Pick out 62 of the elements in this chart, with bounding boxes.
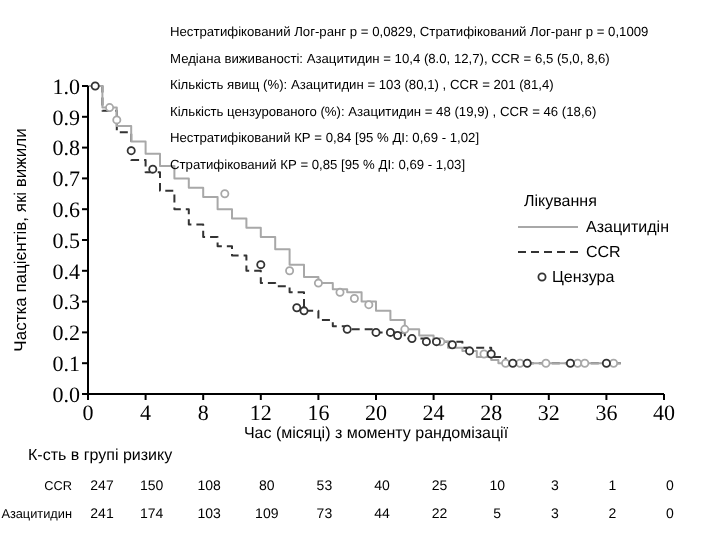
point — [371, 327, 381, 337]
point — [349, 294, 359, 304]
point — [112, 115, 122, 125]
y-tick-label: 0.8 — [52, 137, 81, 162]
point — [256, 260, 266, 270]
point — [126, 146, 136, 156]
point — [407, 334, 417, 344]
x-tick-label: 16 — [307, 402, 331, 426]
legend-title: Лікування — [524, 192, 597, 210]
legend-label: CCR — [586, 243, 622, 261]
point — [335, 287, 345, 297]
point — [465, 346, 475, 356]
point — [447, 340, 457, 350]
y-tick-label: 1.0 — [52, 75, 81, 100]
point — [342, 324, 352, 334]
x-tick-label: 12 — [249, 402, 272, 426]
text: К-сть в групі ризику — [28, 446, 173, 464]
point — [313, 278, 323, 288]
point — [90, 81, 100, 91]
y-tick-label: 0.0 — [52, 383, 81, 408]
y-tick-label: 0.2 — [52, 322, 80, 347]
point — [479, 349, 489, 359]
point — [601, 358, 611, 368]
y-tick-label: 0.6 — [52, 198, 81, 223]
y-tick-label: 0.9 — [52, 106, 81, 131]
point — [220, 189, 230, 199]
point — [486, 349, 496, 359]
point — [393, 330, 403, 340]
point — [148, 164, 158, 174]
point — [522, 358, 532, 368]
point — [580, 358, 590, 368]
y-tick-label: 0.4 — [52, 260, 81, 285]
legend-label: Азацитидін — [586, 218, 669, 236]
x-tick-label: 8 — [197, 402, 210, 426]
y-tick-label: 0.3 — [52, 291, 81, 316]
y-tick-label: 0.1 — [52, 352, 80, 377]
point — [299, 306, 309, 316]
point — [285, 266, 295, 276]
x-tick-label: 32 — [537, 402, 560, 426]
y-tick-label: 0.7 — [52, 168, 81, 193]
x-tick-label: 4 — [140, 402, 153, 426]
y-axis-title: Частка пацієнтів, які вижили — [10, 127, 30, 352]
x-tick-label: 20 — [365, 402, 388, 426]
point — [508, 358, 518, 368]
point — [541, 358, 551, 368]
point — [421, 337, 431, 347]
point — [609, 358, 619, 368]
point — [292, 303, 302, 313]
point — [385, 327, 395, 337]
legend-label: Цензура — [552, 268, 616, 286]
x-tick-label: 24 — [422, 402, 446, 426]
x-tick-label: 0 — [82, 402, 95, 426]
point — [105, 103, 115, 113]
x-tick-label: 28 — [480, 402, 504, 426]
point — [400, 324, 410, 334]
point — [364, 300, 374, 310]
point — [431, 337, 441, 347]
x-axis-title: Час (місяці) з моменту рандомізації — [243, 424, 510, 442]
x-tick-label: 40 — [653, 402, 676, 426]
x-tick-label: 36 — [595, 402, 619, 426]
y-tick-label: 0.5 — [52, 229, 81, 254]
point — [565, 358, 575, 368]
